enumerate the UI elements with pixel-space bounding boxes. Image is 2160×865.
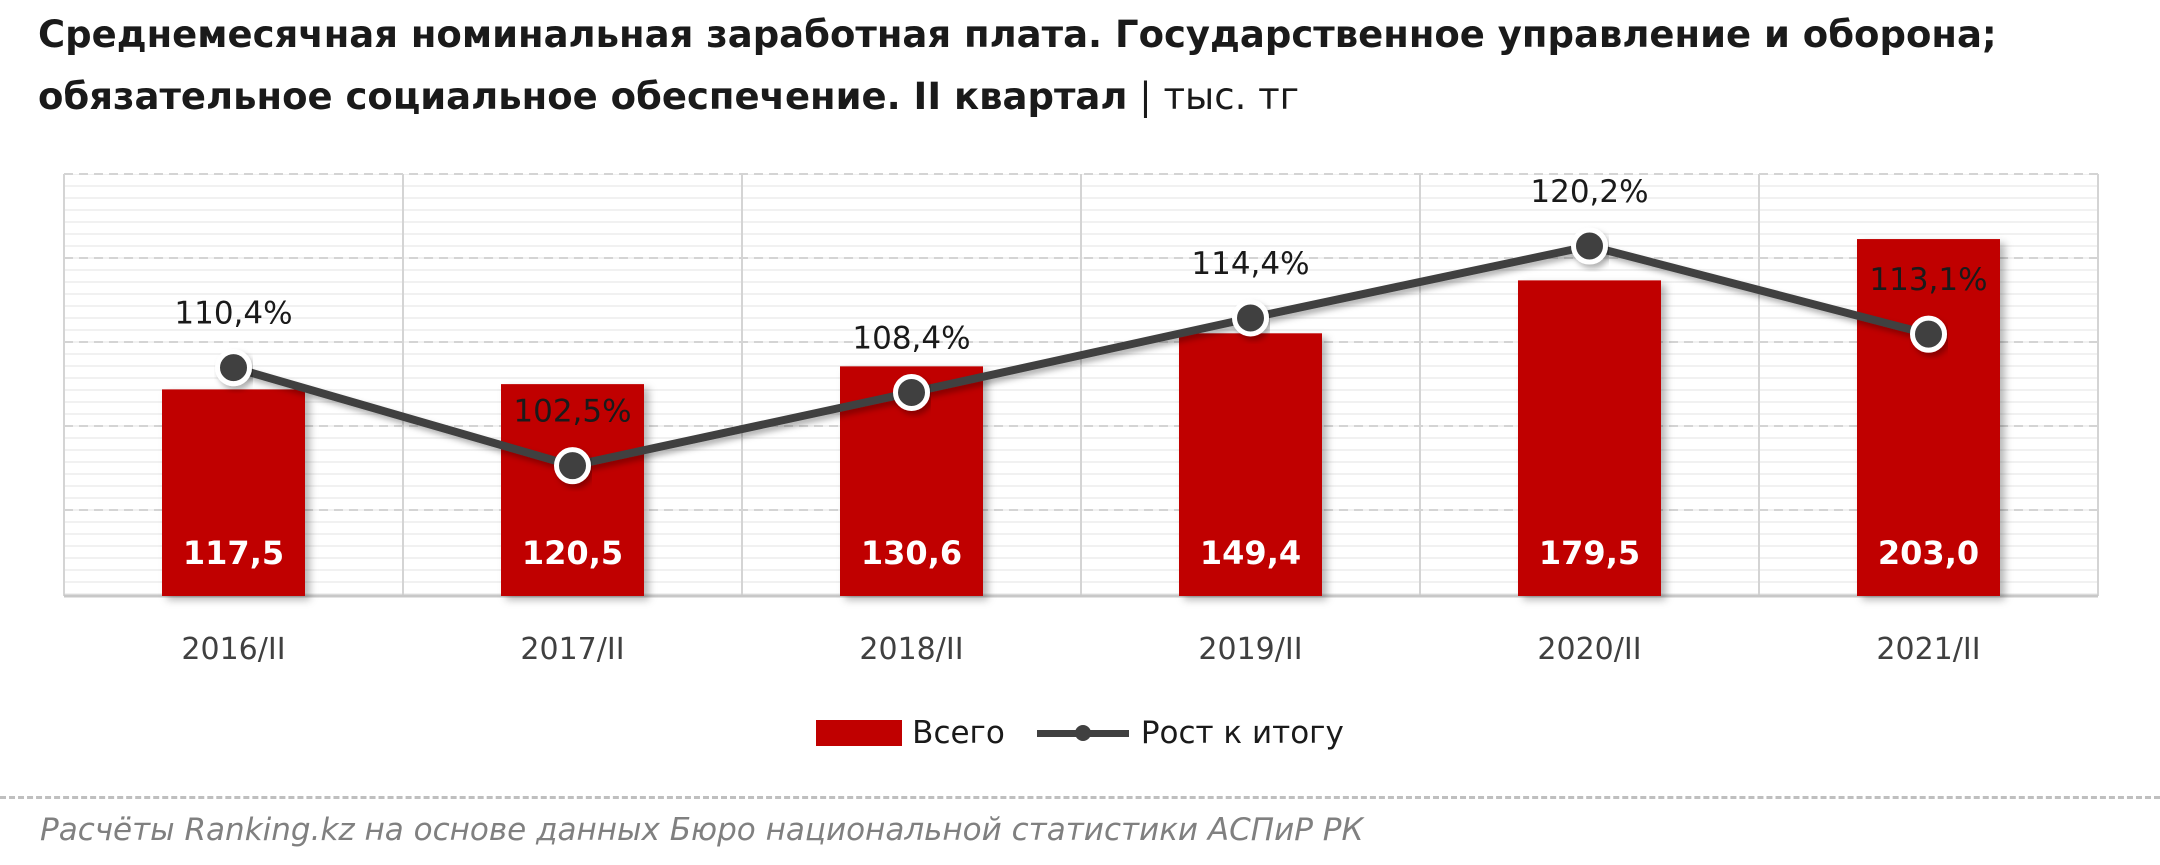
line-point-2017/II <box>554 447 591 485</box>
data-labels: 117,5 120,5 130,6 149,4 179,5 203,0 110,4% 102,… <box>174 174 1987 667</box>
chart-title: Среднемесячная номинальная заработная пл… <box>38 4 2118 128</box>
legend-bar-swatch <box>816 720 903 746</box>
growth-value-label: 120,2% <box>1530 174 1648 210</box>
legend-bar-label: Всего <box>912 715 1005 751</box>
x-tick-label: 2020/II <box>1537 632 1641 667</box>
bar-value-label: 179,5 <box>1539 534 1640 572</box>
bar-2020/II <box>1518 280 1661 596</box>
legend-item-line: Рост к итогу <box>1036 715 1344 751</box>
x-tick-label: 2021/II <box>1876 632 1980 667</box>
x-tick-label: 2018/II <box>859 632 963 667</box>
line-point-2021/II <box>1910 315 1947 353</box>
x-tick-label: 2019/II <box>1198 632 1302 667</box>
growth-value-label: 102,5% <box>513 394 631 430</box>
x-tick-label: 2017/II <box>520 632 624 667</box>
legend: Всего Рост к итогу <box>0 715 2160 751</box>
x-tick-label: 2016/II <box>181 632 285 667</box>
chart-title-main: Среднемесячная номинальная заработная пл… <box>38 13 1997 118</box>
line-series <box>215 227 1947 485</box>
legend-line-swatch <box>1036 720 1129 746</box>
bar-value-label: 149,4 <box>1200 534 1301 572</box>
bar-2019/II <box>1179 333 1322 596</box>
bar-value-label: 117,5 <box>183 534 284 572</box>
source-divider <box>0 796 2160 799</box>
bar-2017/II <box>501 384 644 596</box>
growth-value-label: 108,4% <box>852 320 970 356</box>
line-point-2016/II <box>215 349 252 387</box>
bar-2016/II <box>162 389 305 596</box>
growth-value-label: 114,4% <box>1191 246 1309 282</box>
bar-2021/II <box>1857 239 2000 596</box>
bar-value-label: 130,6 <box>861 534 962 572</box>
bar-value-label: 203,0 <box>1878 534 1979 572</box>
line-point-2020/II <box>1571 227 1608 265</box>
source-note: Расчёты Ranking.kz на основе данных Бюро… <box>40 812 1364 848</box>
growth-line <box>229 241 1933 470</box>
line-point-2018/II <box>893 373 930 411</box>
line-point-2019/II <box>1232 299 1269 337</box>
bar-series <box>162 239 2000 596</box>
combo-chart: 117,5 120,5 130,6 149,4 179,5 203,0 110,4% 102,… <box>63 173 2099 667</box>
growth-value-label: 110,4% <box>174 296 292 332</box>
gridlines <box>63 173 2099 598</box>
bar-value-label: 120,5 <box>522 534 623 572</box>
growth-value-label: 113,1% <box>1869 262 1987 298</box>
chart-unit: тыс. тг <box>1163 75 1300 118</box>
legend-line-label: Рост к итогу <box>1140 715 1344 751</box>
legend-item-bar: Всего <box>816 715 1005 751</box>
title-separator: | <box>1127 75 1164 118</box>
